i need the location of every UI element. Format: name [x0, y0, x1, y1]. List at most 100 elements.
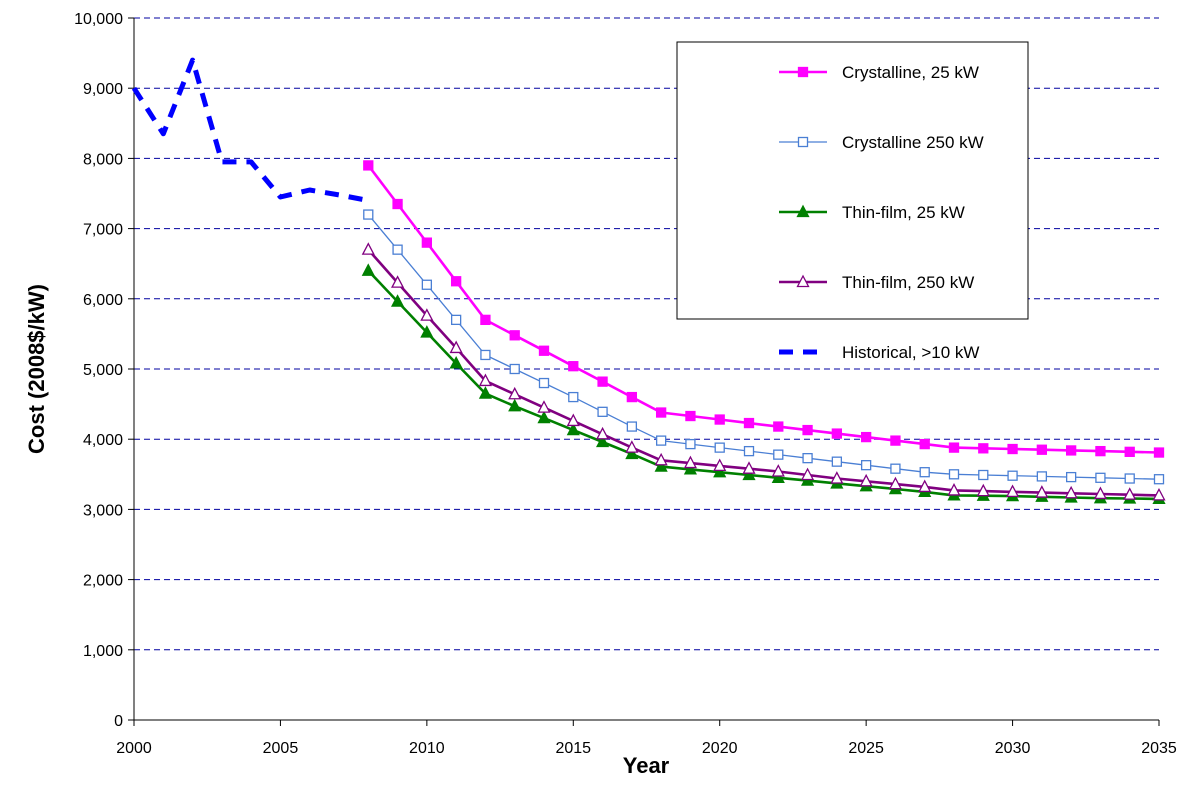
- data-point: [1065, 471, 1077, 483]
- series-2: [361, 263, 1166, 505]
- data-point: [537, 400, 551, 413]
- data-point: [683, 455, 698, 469]
- series-line: [367, 248, 1160, 497]
- data-point: [860, 431, 872, 443]
- data-point: [566, 422, 580, 436]
- legend-marker: [796, 204, 810, 218]
- data-point: [450, 276, 462, 287]
- data-point: [390, 275, 405, 288]
- y-tick-label: 0: [114, 713, 123, 730]
- data-point: [566, 413, 580, 427]
- data-point: [420, 325, 434, 338]
- data-point: [1035, 485, 1049, 498]
- data-point: [392, 198, 403, 210]
- legend-item: Thin-film, 250 kW: [779, 273, 974, 292]
- legend-label: Thin-film, 250 kW: [842, 273, 974, 292]
- data-point: [421, 237, 433, 248]
- data-point: [1124, 446, 1135, 457]
- series-line: [131, 57, 369, 203]
- data-point: [919, 467, 930, 478]
- data-point: [802, 424, 813, 436]
- data-point: [800, 467, 815, 481]
- gridlines: [134, 17, 1159, 651]
- data-point: [919, 438, 930, 450]
- data-point: [478, 386, 493, 399]
- x-tick-label: 2035: [1141, 740, 1177, 757]
- data-point: [714, 414, 725, 425]
- data-point: [713, 458, 727, 472]
- data-point: [948, 469, 960, 480]
- data-point: [1064, 485, 1078, 499]
- data-point: [1152, 487, 1166, 501]
- data-point: [449, 340, 463, 354]
- series-line: [367, 164, 1160, 454]
- data-point: [655, 407, 667, 418]
- data-point: [743, 445, 755, 457]
- data-point: [683, 461, 698, 475]
- x-tick-label: 2020: [702, 740, 738, 757]
- data-point: [625, 440, 639, 453]
- data-point: [363, 209, 374, 220]
- data-point: [1093, 486, 1108, 500]
- data-point: [654, 459, 668, 472]
- data-point: [568, 391, 579, 403]
- y-axis-title: Cost (2008$/kW): [24, 284, 49, 454]
- y-tick-label: 8,000: [83, 151, 123, 168]
- data-point: [890, 435, 901, 446]
- series-1: [363, 209, 1165, 485]
- data-point: [771, 470, 785, 483]
- data-point: [947, 483, 961, 496]
- legend-label: Thin-film, 25 kW: [842, 203, 965, 222]
- data-point: [1007, 470, 1018, 481]
- data-point: [361, 263, 375, 276]
- data-point: [714, 442, 725, 453]
- data-point: [859, 473, 873, 487]
- data-point: [509, 363, 520, 375]
- data-point: [1036, 471, 1048, 482]
- data-point: [449, 355, 463, 369]
- x-tick-label: 2030: [995, 740, 1031, 757]
- series-group: [131, 57, 1166, 505]
- data-point: [538, 345, 550, 356]
- legend-label: Crystalline, 25 kW: [842, 63, 979, 82]
- y-tick-label: 9,000: [83, 81, 123, 98]
- legend-item: Historical, >10 kW: [779, 343, 979, 362]
- legend: Crystalline, 25 kW Crystalline 250 kW Thin…: [676, 41, 1029, 362]
- legend-item: Crystalline, 25 kW: [779, 63, 979, 82]
- data-point: [509, 330, 520, 341]
- data-point: [450, 314, 462, 326]
- data-point: [978, 443, 989, 454]
- data-point: [363, 160, 374, 171]
- data-point: [361, 242, 375, 255]
- y-tick-label: 2,000: [83, 573, 123, 590]
- data-point: [537, 410, 551, 424]
- data-point: [888, 476, 903, 490]
- x-tick-label: 2010: [409, 740, 445, 757]
- data-point: [392, 244, 403, 255]
- data-point: [597, 376, 608, 387]
- data-point: [1005, 484, 1020, 498]
- data-point: [830, 471, 844, 484]
- data-point: [890, 463, 901, 474]
- data-point: [538, 377, 550, 389]
- x-axis-ticks: 2000 2005 2010 2015 2020 2025 2030 2035: [116, 720, 1177, 757]
- data-point: [742, 467, 756, 481]
- y-tick-label: 5,000: [83, 362, 123, 379]
- data-point: [742, 461, 756, 474]
- legend-box: [676, 41, 1029, 320]
- y-tick-label: 4,000: [83, 432, 123, 449]
- data-point: [1007, 443, 1018, 455]
- data-point: [1036, 444, 1048, 455]
- data-point: [626, 391, 638, 403]
- y-tick-label: 10,000: [74, 11, 123, 28]
- series-4: [131, 57, 369, 203]
- x-tick-label: 2000: [116, 740, 152, 757]
- legend-label: Crystalline 250 kW: [842, 133, 984, 152]
- data-point: [480, 349, 491, 361]
- legend-marker: [797, 136, 809, 148]
- data-point: [595, 434, 610, 448]
- y-tick-label: 7,000: [83, 222, 123, 239]
- data-point: [713, 464, 727, 478]
- x-axis-title: Year: [623, 753, 670, 778]
